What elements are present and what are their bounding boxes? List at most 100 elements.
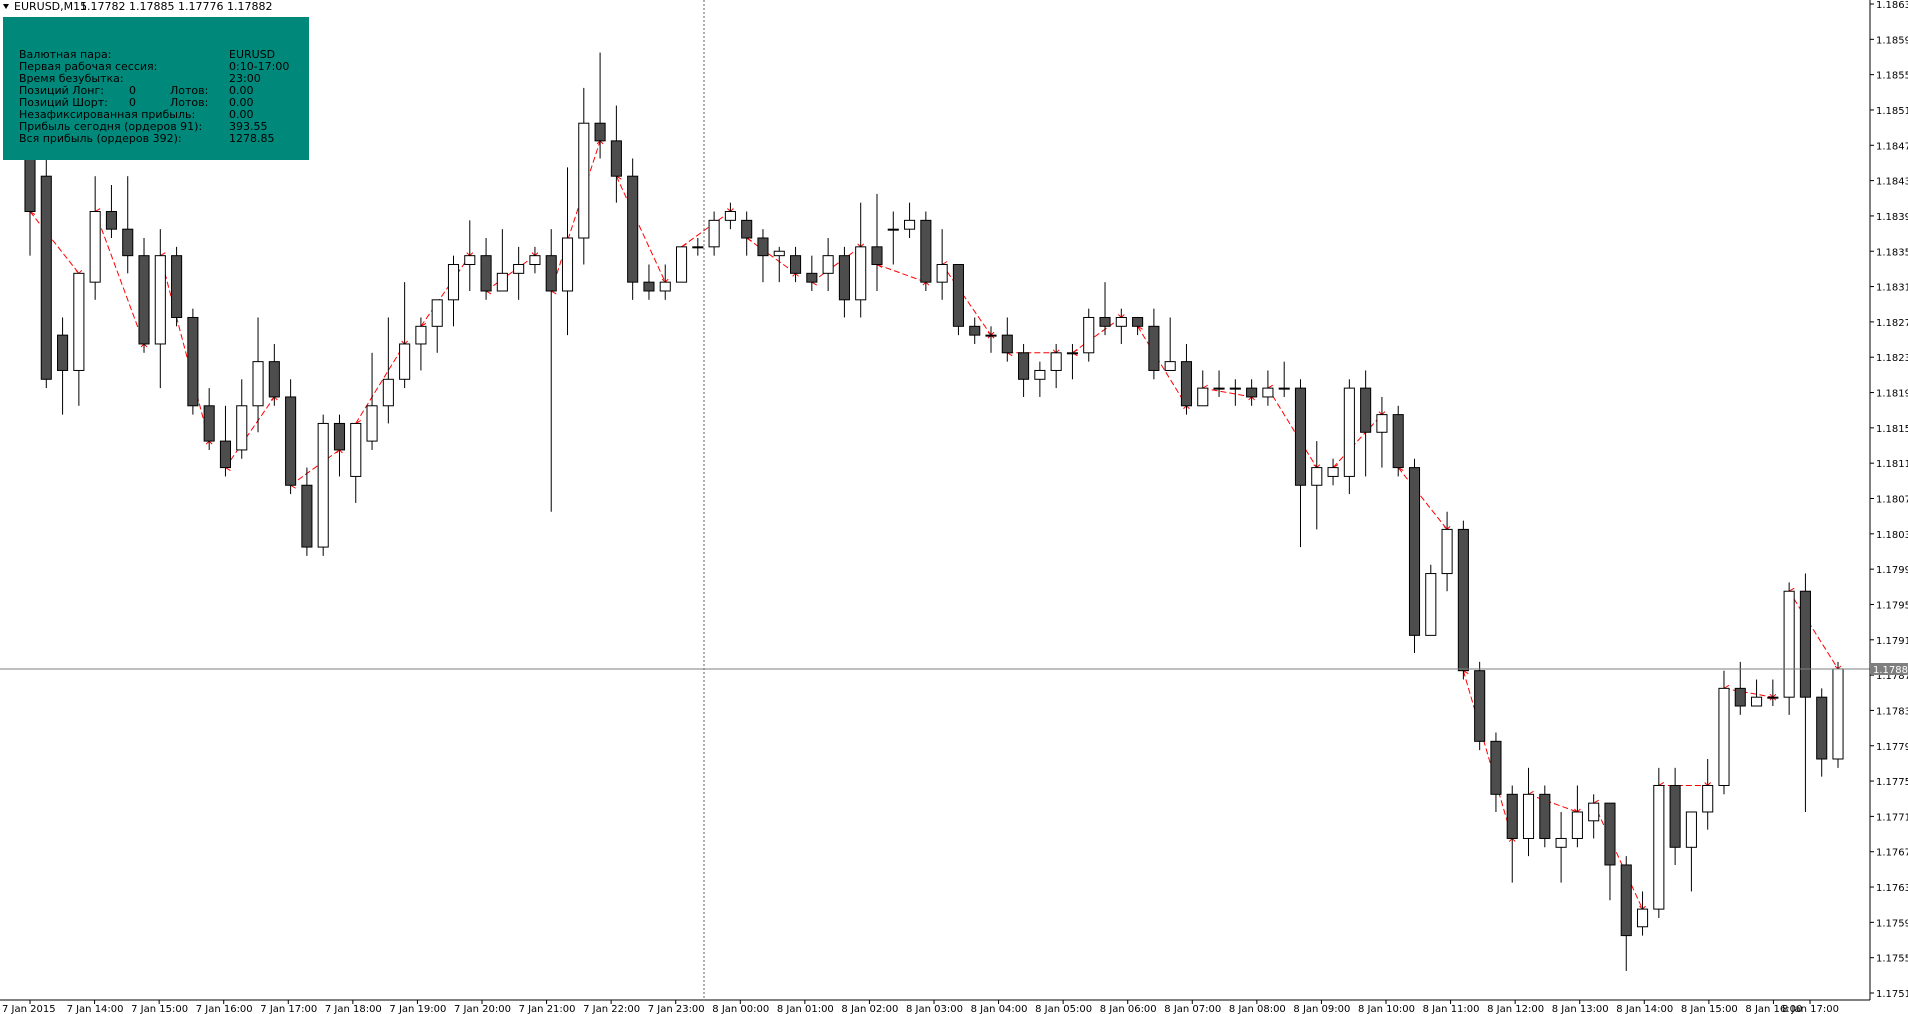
- candle[interactable]: [154, 229, 166, 389]
- candle[interactable]: [447, 255, 460, 327]
- candle[interactable]: [1653, 767, 1665, 918]
- candle[interactable]: [1050, 343, 1062, 389]
- candle[interactable]: [855, 202, 867, 318]
- candle[interactable]: [480, 238, 492, 300]
- candle[interactable]: [1425, 564, 1437, 636]
- candle[interactable]: [1636, 891, 1649, 936]
- candle[interactable]: [1604, 802, 1616, 901]
- candle[interactable]: [138, 238, 150, 353]
- candle[interactable]: [105, 185, 117, 239]
- candle[interactable]: [1799, 573, 1811, 812]
- price-axis[interactable]: 1.18635 1.18595 1.18555 1.18515 1.18475 1.184…: [1869, 0, 1908, 1000]
- candle[interactable]: [806, 255, 818, 291]
- candle[interactable]: [464, 220, 476, 291]
- candle[interactable]: [350, 422, 362, 503]
- candle[interactable]: [73, 272, 85, 406]
- candle[interactable]: [920, 211, 932, 291]
- candle[interactable]: [1718, 670, 1730, 795]
- candle[interactable]: [1783, 582, 1795, 715]
- candle[interactable]: [268, 343, 280, 406]
- candle[interactable]: [545, 229, 557, 512]
- candle[interactable]: [219, 405, 232, 477]
- candle[interactable]: [561, 167, 574, 336]
- candle[interactable]: [936, 229, 948, 300]
- candle[interactable]: [675, 246, 688, 283]
- candle[interactable]: [122, 176, 134, 274]
- candle[interactable]: [969, 317, 981, 344]
- candle[interactable]: [1376, 396, 1388, 468]
- collapse-triangle-icon[interactable]: [3, 4, 9, 9]
- candle[interactable]: [627, 158, 639, 300]
- candle[interactable]: [985, 326, 997, 353]
- candle[interactable]: [57, 317, 69, 415]
- candle[interactable]: [1392, 405, 1404, 477]
- candle[interactable]: [1767, 679, 1779, 707]
- candle[interactable]: [333, 414, 346, 477]
- candle[interactable]: [757, 229, 769, 283]
- candle[interactable]: [1555, 811, 1567, 883]
- candle[interactable]: [1132, 316, 1144, 336]
- time-axis[interactable]: 7 Jan 2015 7 Jan 14:00 7 Jan 15:00 7 Jan 16…: [0, 999, 1870, 1014]
- candle[interactable]: [513, 246, 525, 300]
- candle[interactable]: [822, 238, 834, 291]
- candle[interactable]: [1327, 458, 1339, 486]
- candle[interactable]: [187, 308, 199, 415]
- candle[interactable]: [317, 414, 329, 556]
- candle[interactable]: [724, 202, 736, 230]
- candle[interactable]: [1506, 785, 1518, 883]
- candle[interactable]: [773, 246, 785, 283]
- candle[interactable]: [1099, 282, 1111, 336]
- candle[interactable]: [236, 379, 248, 459]
- candle[interactable]: [1669, 767, 1681, 865]
- candle[interactable]: [1034, 361, 1046, 397]
- candle[interactable]: [790, 246, 802, 283]
- candle[interactable]: [1522, 767, 1535, 857]
- candle[interactable]: [1457, 520, 1469, 680]
- candle[interactable]: [838, 246, 850, 318]
- candle[interactable]: [708, 211, 720, 256]
- candle[interactable]: [366, 352, 378, 450]
- candle[interactable]: [1832, 661, 1844, 768]
- candle[interactable]: [1164, 317, 1176, 371]
- candle[interactable]: [40, 158, 52, 389]
- candle[interactable]: [399, 282, 411, 389]
- candle[interactable]: [1588, 794, 1600, 839]
- candle[interactable]: [529, 246, 541, 274]
- candle[interactable]: [1620, 856, 1632, 971]
- candle[interactable]: [1148, 308, 1160, 380]
- candle[interactable]: [1246, 379, 1258, 406]
- candle[interactable]: [496, 229, 508, 292]
- candle[interactable]: [1213, 370, 1225, 397]
- candle[interactable]: [1474, 661, 1486, 751]
- candle[interactable]: [741, 211, 753, 256]
- candle[interactable]: [252, 317, 264, 433]
- candle[interactable]: [1490, 732, 1502, 812]
- candle[interactable]: [578, 87, 590, 265]
- candle[interactable]: [1539, 785, 1551, 848]
- candle[interactable]: [301, 467, 313, 556]
- candle[interactable]: [431, 299, 443, 353]
- candle[interactable]: [1115, 308, 1127, 344]
- candle[interactable]: [382, 317, 394, 424]
- candle[interactable]: [1311, 441, 1323, 530]
- candle[interactable]: [1343, 379, 1355, 495]
- candle[interactable]: [1441, 511, 1453, 592]
- candle[interactable]: [89, 176, 101, 300]
- candle[interactable]: [1180, 343, 1193, 415]
- candle[interactable]: [1001, 317, 1013, 362]
- candle[interactable]: [171, 246, 183, 327]
- candle[interactable]: [1734, 661, 1746, 715]
- candle[interactable]: [659, 264, 671, 300]
- candle[interactable]: [1702, 758, 1714, 830]
- candle[interactable]: [1083, 308, 1095, 362]
- candle[interactable]: [1360, 370, 1372, 477]
- candle[interactable]: [1816, 688, 1828, 777]
- candle[interactable]: [904, 202, 916, 239]
- candle[interactable]: [871, 193, 883, 291]
- candle[interactable]: [1278, 361, 1290, 397]
- candle[interactable]: [203, 388, 215, 450]
- candle[interactable]: [643, 264, 655, 300]
- candle[interactable]: [1229, 379, 1241, 406]
- candle[interactable]: [415, 317, 427, 371]
- candle[interactable]: [1571, 785, 1583, 848]
